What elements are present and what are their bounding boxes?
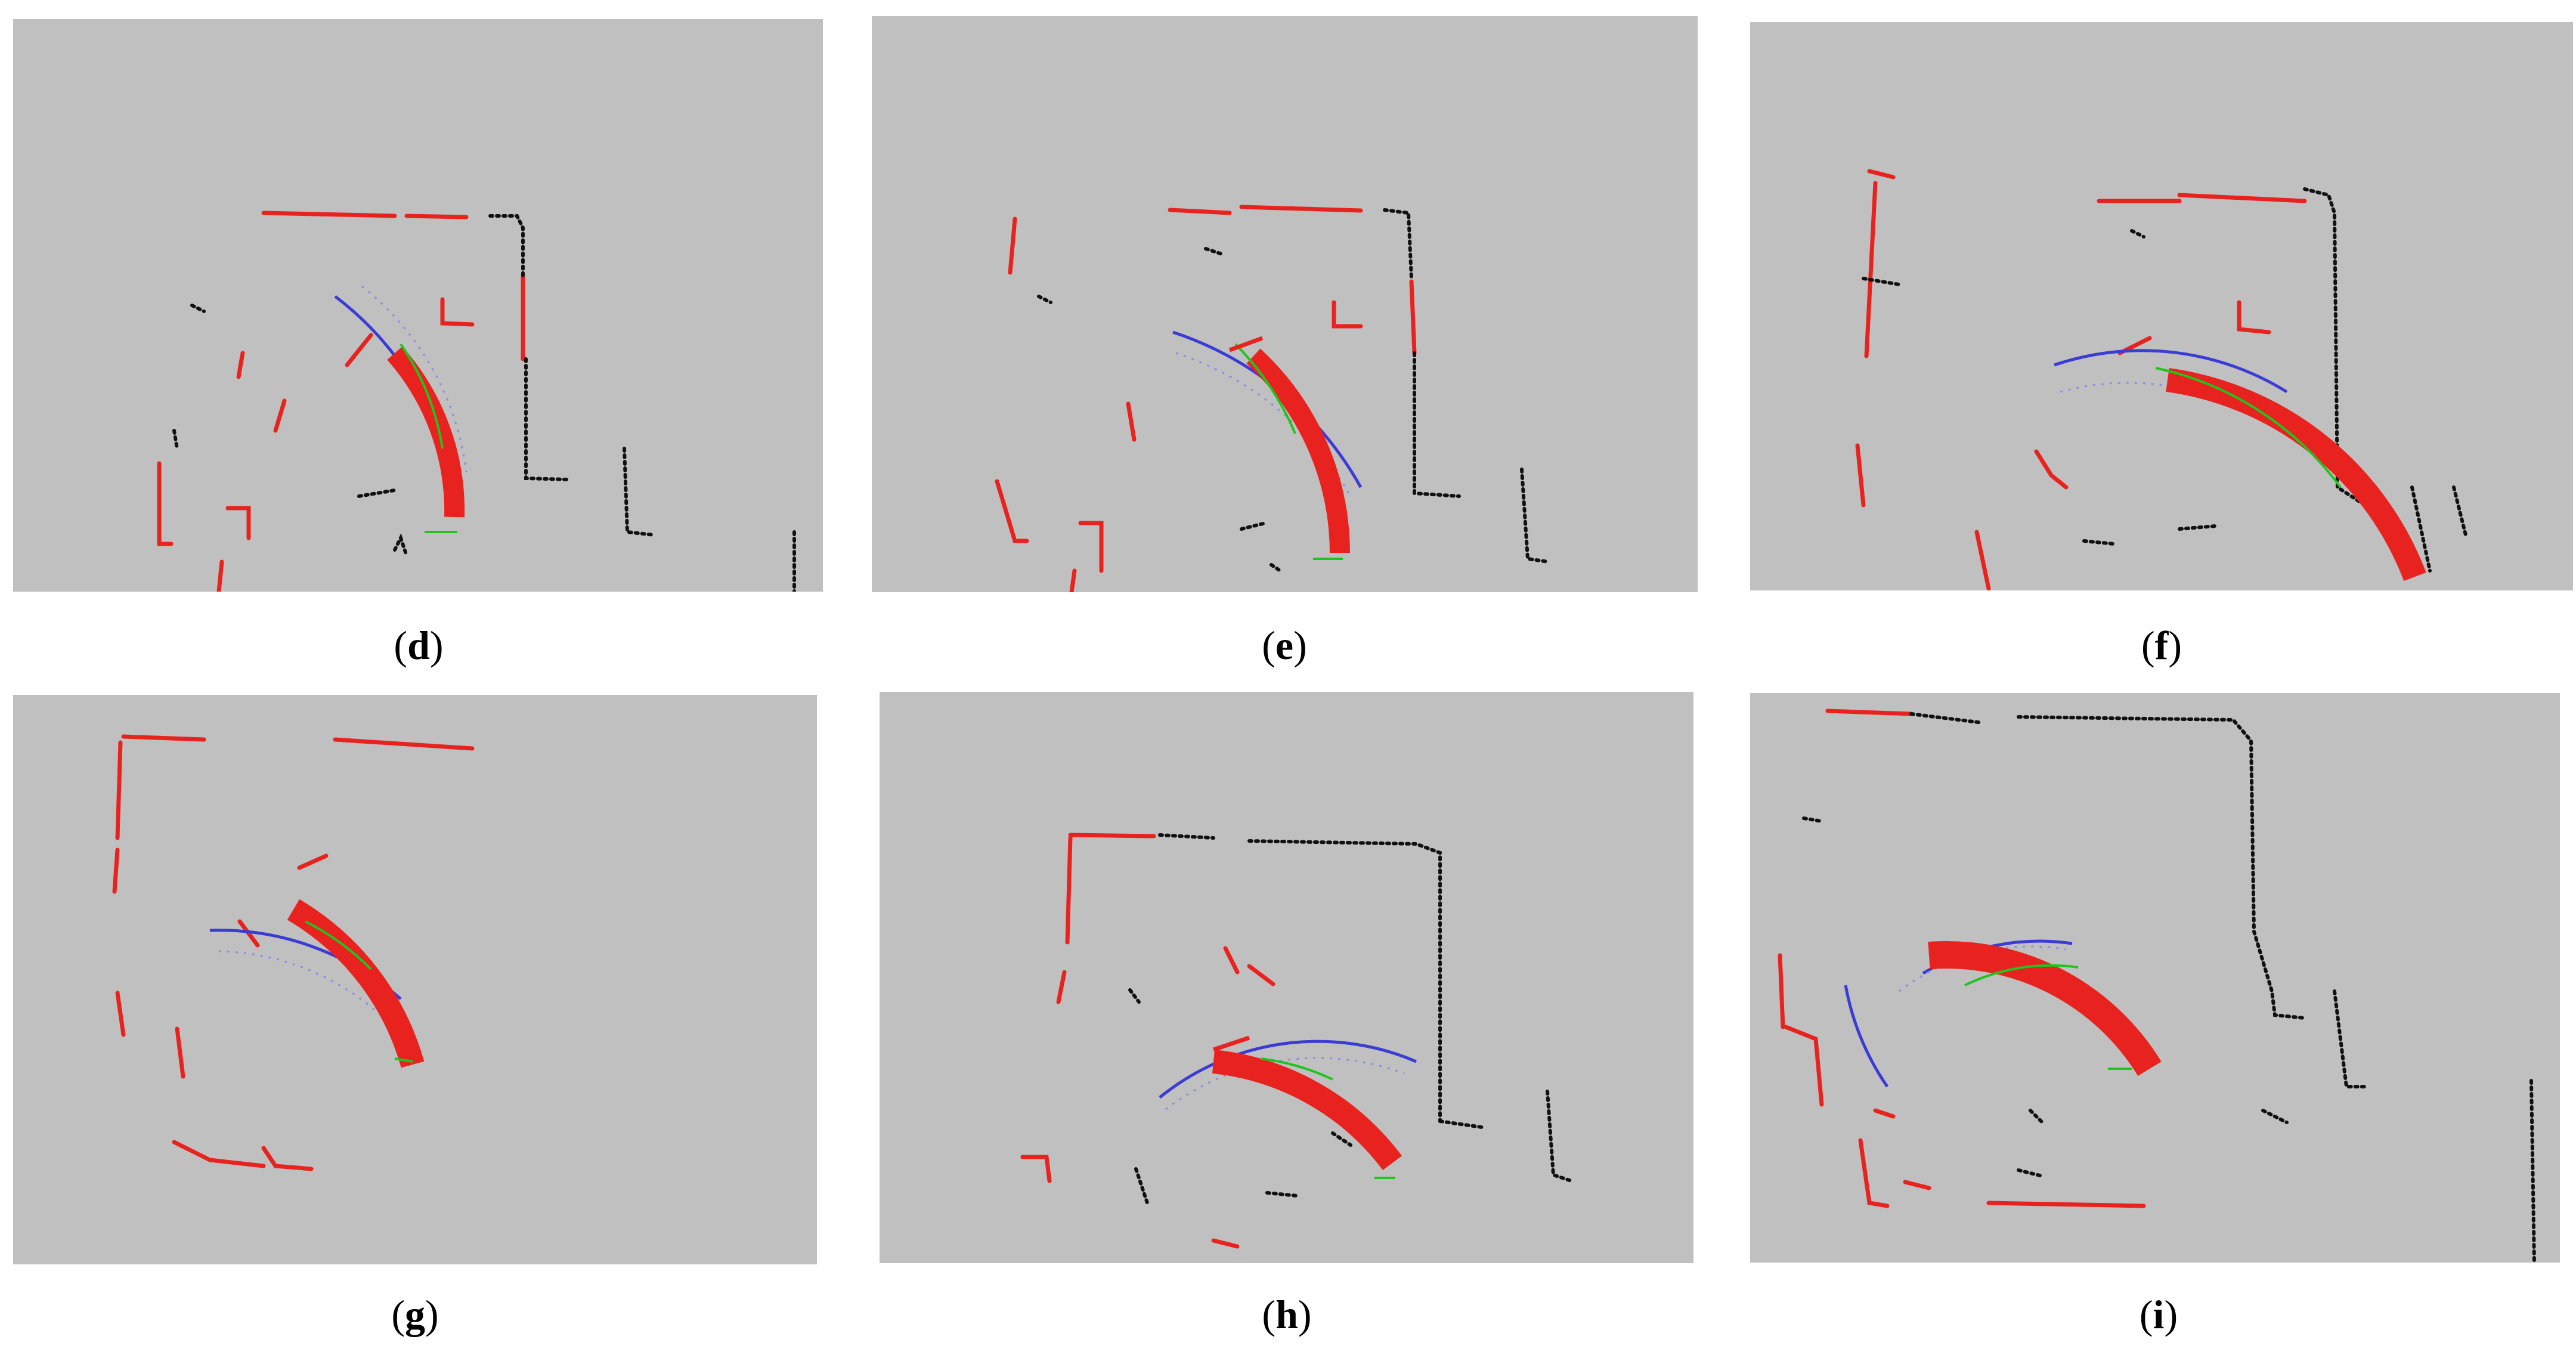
black-scan-points — [1802, 712, 2536, 1263]
robot-footprint — [1844, 939, 2162, 1088]
map-view-d — [157, 211, 796, 592]
black-scan-points — [172, 214, 796, 592]
red-scan-points — [1020, 833, 1275, 1249]
panel-label-e: e — [1275, 623, 1294, 668]
panel-caption-d: (d) — [394, 623, 444, 668]
panel-label-h: h — [1275, 1292, 1298, 1337]
robot-footprint — [334, 285, 467, 533]
panel-caption-i: (i) — [2139, 1292, 2178, 1337]
black-scan-points — [1128, 833, 1573, 1207]
panel-label-i: i — [2153, 1292, 2165, 1337]
black-scan-points — [1037, 208, 1550, 573]
panel-caption-g: (g) — [391, 1292, 439, 1337]
panel-caption-e: (e) — [1262, 623, 1307, 668]
red-scan-points — [995, 205, 1417, 592]
panel-d — [13, 19, 823, 592]
map-view-h — [1020, 833, 1573, 1249]
robot-footprint — [1159, 1035, 1417, 1179]
red-scan-points — [157, 211, 525, 592]
red-scan-points — [1855, 169, 2307, 590]
panel-label-g: g — [405, 1292, 425, 1337]
red-scan-points — [112, 734, 475, 1171]
robot-footprint — [2054, 349, 2426, 581]
red-scan-points — [1778, 709, 2146, 1208]
robot-footprint — [209, 899, 425, 1068]
panel-f — [1750, 22, 2573, 590]
robot-footprint — [1172, 330, 1363, 560]
panel-e — [872, 16, 1698, 592]
panel-i — [1750, 693, 2560, 1263]
black-scan-points — [1862, 187, 2467, 573]
panel-caption-h: (h) — [1262, 1292, 1312, 1337]
map-view-f — [1855, 169, 2467, 590]
panel-label-d: d — [407, 623, 430, 668]
map-view-e — [995, 205, 1550, 592]
panel-label-f: f — [2154, 623, 2169, 668]
map-view-g — [112, 734, 475, 1171]
panel-caption-f: (f) — [2141, 623, 2182, 668]
map-view-i — [1778, 709, 2536, 1263]
panel-g — [13, 695, 817, 1264]
panel-h — [880, 692, 1693, 1263]
